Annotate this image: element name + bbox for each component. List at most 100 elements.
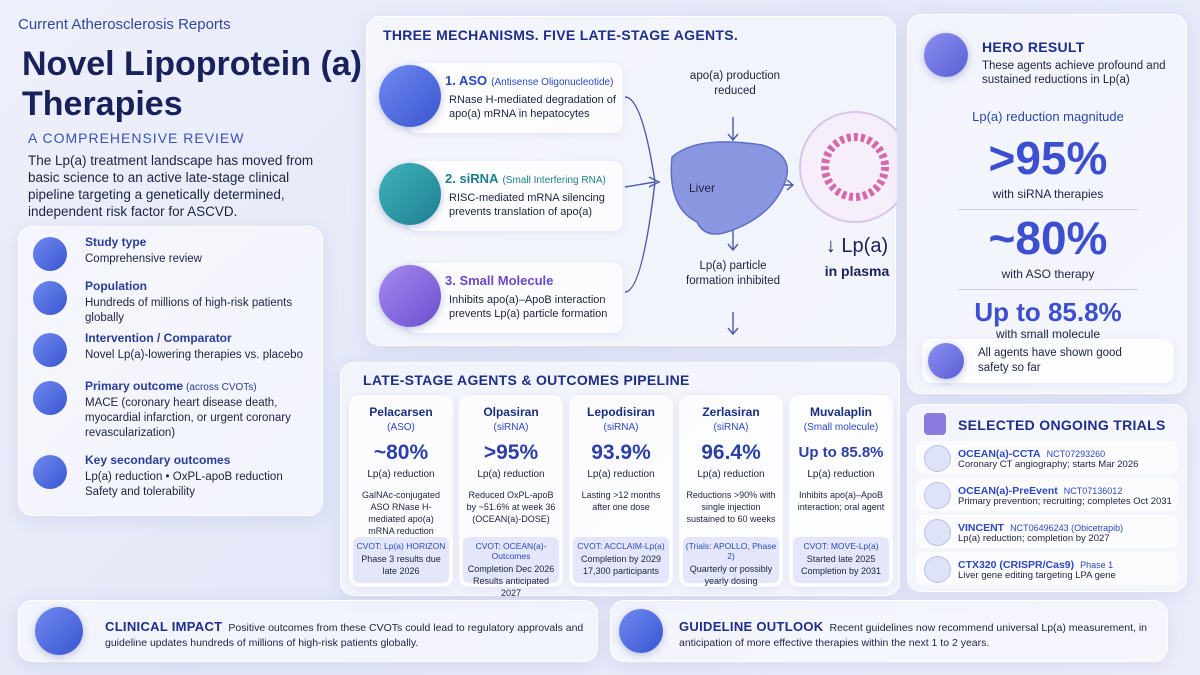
trial-id: NCT07293260 (1046, 449, 1106, 459)
trial-card (916, 441, 1178, 474)
intro: The Lp(a) treatment landscape has moved … (28, 153, 314, 219)
outlook-bar: GUIDELINE OUTLOOK Recent guidelines now r… (610, 600, 1168, 662)
trial-name: CTX320 (CRISPR/Cas9) (958, 559, 1075, 571)
impact-body: Positive outcomes from these CVOTs could… (105, 622, 584, 649)
trial-id: NCT06496243 (Obicetrapib) (1010, 523, 1124, 533)
organ-label: Liver (689, 181, 716, 195)
trial-text: Liver gene editing targeting LPA gene (958, 570, 1116, 581)
study-note: (across CVOTs) (186, 382, 257, 393)
journal: Current Atherosclerosis Reports (18, 16, 231, 33)
agent-class: (siRNA) (603, 422, 639, 433)
trial-head: CTX320 (CRISPR/Cas9) Phase 1 (958, 555, 1113, 573)
study-icon (33, 455, 67, 489)
agent-name: Olpasiran (483, 405, 539, 419)
agent-value: 93.9% (591, 441, 651, 464)
mechanisms-panel: THREE MECHANISMS. FIVE LATE-STAGE AGENTS… (366, 16, 897, 346)
impact-title: CLINICAL IMPACT (105, 619, 223, 634)
hero-value: ~80% (988, 212, 1108, 264)
trial-head: VINCENT NCT06496243 (Obicetrapib) (958, 518, 1123, 536)
hero-caption: with siRNA therapies (992, 187, 1104, 201)
agent-value: 96.4% (701, 441, 761, 464)
agent-trial-label: CVOT: OCEAN(a)-Outcomes (475, 541, 547, 561)
study-line: Hundreds of millions of high-risk patien… (85, 297, 293, 324)
study-line: Lp(a) reduction • OxPL-apoB reduction (85, 471, 283, 483)
mechanism-full: (Antisense Oligonucleotide) (491, 77, 614, 88)
flow-bottom: Lp(a) particle formation inhibited (686, 260, 780, 287)
trial-text: Coronary CT angiography; starts Mar 2026 (958, 459, 1139, 470)
impact-bar: CLINICAL IMPACT Positive outcomes from th… (18, 600, 598, 662)
agent-trial-text: Quarterly or possibly yearly dosing (689, 564, 773, 586)
study-line: MACE (coronary heart disease death, myoc… (85, 397, 291, 439)
mechanism-card: 3. Small Molecule Inhibits apo(a)–ApoB in… (407, 263, 623, 333)
section-title: THREE MECHANISMS. FIVE LATE-STAGE AGENTS… (383, 27, 739, 43)
agent-name: Lepodisiran (586, 405, 655, 419)
study-label: Population (85, 279, 147, 293)
mechanism-card: 2. siRNA (Small Interfering RNA) RISC-medi… (407, 161, 623, 231)
flow-top: apo(a) production reduced (689, 70, 781, 97)
agent-name: Zerlasiran (702, 405, 760, 419)
agent-trial-text: Completion Dec 2026 Results anticipated … (467, 564, 555, 598)
trial-id: NCT07136012 (1063, 486, 1123, 496)
study-label-text: Primary outcome (85, 379, 184, 393)
trial-id: Phase 1 (1080, 560, 1114, 570)
mechanism-name: 3. Small Molecule (445, 273, 625, 288)
agent-class: (ASO) (387, 422, 415, 433)
agent-card: Pelacarsen (ASO) ~80% Lp(a) reduction GalNAc… (349, 395, 453, 587)
hero-title: HERO RESULT (982, 39, 1085, 55)
flow-diagram (624, 96, 897, 336)
agent-metric: Lp(a) reduction (697, 469, 765, 480)
study-line: Novel Lp(a)-lowering therapies vs. place… (85, 349, 303, 361)
study-text: MACE (coronary heart disease death, myoc… (85, 396, 315, 441)
subtitle: A COMPREHENSIVE REVIEW (28, 130, 245, 146)
study-label: Study type (85, 235, 146, 249)
agent-trial-text: Completion by 2029 17,300 participants (580, 554, 662, 576)
trial-icon (924, 445, 951, 472)
title: Novel Lipoprotein (a) Therapies (22, 45, 362, 123)
agent-card: Lepodisiran (siRNA) 93.9% Lp(a) reduction La… (569, 395, 673, 587)
mechanism-text: RISC-mediated mRNA silencing prevents tr… (449, 192, 605, 218)
trial-text: Primary prevention; recruiting; complete… (958, 496, 1172, 507)
agent-trial: CVOT: MOVE-Lp(a) Started late 2025 Comple… (793, 537, 889, 583)
agent-name: Muvalaplin (809, 405, 872, 419)
study-label-text: Intervention / Comparator (85, 331, 232, 345)
trial-name: OCEAN(a)-CCTA (958, 448, 1041, 460)
trial-card (916, 515, 1178, 548)
trial-name: OCEAN(a)-PreEvent (958, 485, 1058, 497)
study-card: Study type Comprehensive review Population… (18, 226, 323, 516)
agent-name: Pelacarsen (369, 405, 433, 419)
study-icon (33, 237, 67, 271)
trials-icon (924, 413, 946, 435)
mechanism-icon (379, 265, 441, 327)
agent-metric: Lp(a) reduction (477, 469, 545, 480)
agent-metric: Lp(a) reduction (367, 469, 435, 480)
hero-value: >95% (988, 132, 1108, 184)
mechanism-name-text: 3. Small Molecule (445, 273, 554, 288)
agent-class: (siRNA) (713, 422, 749, 433)
study-text: Lp(a) reduction • OxPL-apoB reduction Saf… (85, 470, 315, 500)
agent-class: (Small molecule) (803, 422, 879, 433)
mechanism-card: 1. ASO (Antisense Oligonucleotide) RNase H… (407, 63, 623, 133)
agent-trial-text: Started late 2025 Completion by 2031 (800, 554, 882, 576)
agent-card: Olpasiran (siRNA) >95% Lp(a) reduction Reduc… (459, 395, 563, 598)
study-label-text: Population (85, 279, 147, 293)
mechanism-name: 1. ASO (Antisense Oligonucleotide) (445, 73, 625, 88)
agent-trial-label: CVOT: MOVE-Lp(a) (803, 541, 879, 551)
mechanism-name: 2. siRNA (Small Interfering RNA) (445, 171, 625, 186)
agent-desc: Inhibits apo(a)–ApoB interaction; oral a… (797, 490, 885, 512)
section-title: SELECTED ONGOING TRIALS (958, 417, 1166, 433)
agent-trial-label: (Trials: APOLLO, Phase 2) (685, 541, 777, 561)
trial-head: OCEAN(a)-CCTA NCT07293260 (958, 444, 1105, 462)
trial-icon (924, 482, 951, 509)
flow-result-sub: in plasma (824, 263, 890, 279)
mechanism-text: Inhibits apo(a)–ApoB interaction prevent… (449, 294, 608, 320)
divider (958, 289, 1138, 290)
magnitude-label: Lp(a) reduction magnitude (972, 109, 1124, 124)
impact-text: CLINICAL IMPACT Positive outcomes from th… (105, 619, 585, 651)
study-icon (33, 281, 67, 315)
mechanism-text: RNase H-mediated degradation of apo(a) m… (449, 94, 616, 120)
trial-name: VINCENT (958, 522, 1005, 534)
trial-card (916, 478, 1178, 511)
study-icon (33, 333, 67, 367)
agent-card: Muvalaplin (Small molecule) Up to 85.8% Lp(… (789, 395, 893, 587)
